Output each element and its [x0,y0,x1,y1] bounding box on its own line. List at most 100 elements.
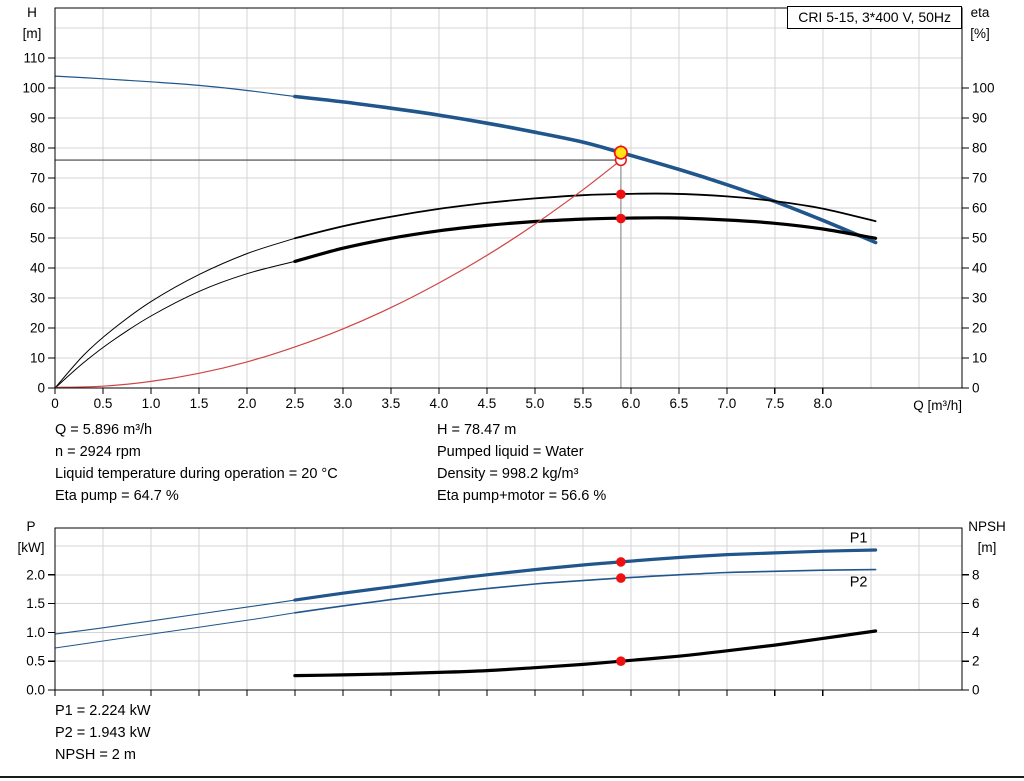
svg-text:60: 60 [972,201,987,216]
svg-text:80: 80 [30,141,45,156]
svg-text:4: 4 [972,625,980,640]
p-axis-title: P [kW] [6,516,56,558]
svg-text:1.0: 1.0 [26,625,45,640]
curve-p2 [294,568,877,614]
svg-text:10: 10 [972,351,987,366]
marker-eta-pump-point [616,189,626,200]
svg-text:7.0: 7.0 [717,396,736,411]
h-axis-title: H [m] [10,2,54,44]
svg-text:70: 70 [30,171,45,186]
svg-text:5.5: 5.5 [573,396,592,411]
svg-text:1.5: 1.5 [26,596,45,611]
svg-text:80: 80 [972,141,987,156]
result-speed: n = 2924 rpm [55,444,141,460]
eta-axis-unit: [%] [970,26,990,41]
svg-text:30: 30 [972,291,987,306]
svg-text:2.0: 2.0 [26,567,45,582]
svg-text:0: 0 [37,381,45,396]
q-axis-title: Q [m³/h] [913,398,962,413]
svg-text:0: 0 [972,381,980,396]
svg-text:8.0: 8.0 [813,396,832,411]
duty-results-left: Q = 5.896 m³/h n = 2924 rpm Liquid tempe… [55,419,338,507]
marker-p2-point [616,573,626,583]
curve-eta-pump-motor-extrapolated [54,260,296,389]
h-axis-name: H [27,5,37,20]
svg-text:90: 90 [30,111,45,126]
svg-text:90: 90 [972,111,987,126]
svg-text:40: 40 [972,261,987,276]
svg-text:110: 110 [23,51,45,66]
svg-text:6: 6 [972,596,980,611]
svg-text:3.0: 3.0 [334,396,353,411]
marker-p1-point [616,557,626,567]
p-axis-name: P [26,519,36,534]
result-npsh: NPSH = 2 m [55,747,136,763]
svg-text:4.0: 4.0 [430,396,449,411]
svg-text:0: 0 [972,683,980,698]
svg-text:20: 20 [972,321,987,336]
svg-text:6.5: 6.5 [669,396,688,411]
result-eta-pump-motor: Eta pump+motor = 56.6 % [437,488,607,504]
npsh-axis-title: NPSH [m] [958,516,1016,558]
svg-text:4.5: 4.5 [478,396,497,411]
svg-text:20: 20 [30,321,45,336]
result-q: Q = 5.896 m³/h [55,422,153,438]
svg-text:30: 30 [30,291,45,306]
svg-text:50: 50 [972,231,987,246]
svg-text:70: 70 [972,171,987,186]
curve-eta-pump [294,192,877,240]
p-axis-unit: [kW] [17,540,45,555]
curve-p1 [293,548,878,602]
svg-text:0.0: 0.0 [26,683,45,698]
curve-p1-extrapolated [54,599,296,635]
duty-results-right: H = 78.47 m Pumped liquid = Water Densit… [437,419,606,507]
curve-p2-extrapolated [54,612,296,649]
result-p2: P2 = 1.943 kW [55,725,151,741]
marker-eta-pump-motor-point [616,213,626,224]
svg-text:2.5: 2.5 [286,396,305,411]
svg-text:0.5: 0.5 [94,396,113,411]
eta-axis-name: eta [970,5,990,20]
h-axis-unit: [m] [22,26,42,41]
svg-text:P2: P2 [850,574,868,590]
svg-text:5.0: 5.0 [526,396,545,411]
svg-text:100: 100 [972,81,995,96]
svg-text:7.5: 7.5 [765,396,784,411]
svg-text:P1: P1 [850,531,868,547]
npsh-axis-unit: [m] [977,540,997,555]
eta-axis-title: eta [%] [956,2,1004,44]
footer-divider [0,776,1024,778]
svg-text:1.0: 1.0 [142,396,161,411]
npsh-axis-name: NPSH [968,519,1006,534]
result-h: H = 78.47 m [437,422,517,438]
svg-text:40: 40 [30,261,45,276]
curve-eta-pump-motor [293,216,878,263]
svg-text:2: 2 [972,654,980,669]
svg-text:0.5: 0.5 [26,654,45,669]
result-eta-pump: Eta pump = 64.7 % [55,488,179,504]
result-p1: P1 = 2.224 kW [55,703,151,719]
svg-text:0: 0 [51,396,59,411]
curve-system-curve [54,159,622,388]
svg-text:6.0: 6.0 [621,396,640,411]
svg-text:2.0: 2.0 [238,396,257,411]
svg-text:100: 100 [22,81,45,96]
result-pumped-liquid: Pumped liquid = Water [437,444,584,460]
result-density: Density = 998.2 kg/m³ [437,466,579,482]
curve-npsh [293,629,878,678]
marker-npsh-point [616,656,626,666]
svg-text:8: 8 [972,567,980,582]
svg-text:50: 50 [30,231,45,246]
svg-text:60: 60 [30,201,45,216]
result-liquid-temperature: Liquid temperature during operation = 20… [55,466,338,482]
svg-text:3.5: 3.5 [382,396,401,411]
pump-model-badge: CRI 5-15, 3*400 V, 50Hz [787,6,962,29]
curve-eta-pump-extrapolated [54,237,296,389]
curve-head-extrapolated [54,75,296,98]
power-results: P1 = 2.224 kW P2 = 1.943 kW NPSH = 2 m [55,700,151,766]
svg-text:10: 10 [30,351,45,366]
marker-duty-point [613,145,628,160]
svg-text:1.5: 1.5 [190,396,209,411]
